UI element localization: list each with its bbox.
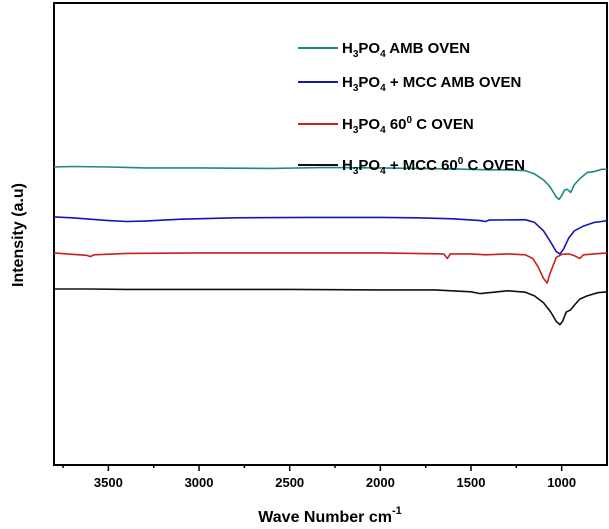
legend-label-3: H3PO4 600 C OVEN (342, 115, 474, 136)
series-line-3 (53, 252, 608, 284)
legend: H3PO4 AMB OVEN H3PO4 + MCC AMB OVEN H3PO4 … (298, 40, 525, 177)
x-tick-label: 2500 (275, 475, 304, 490)
legend-label-1: H3PO4 AMB OVEN (342, 40, 470, 60)
x-axis-title: Wave Number cm-1 (258, 505, 401, 526)
series-line-2 (53, 216, 608, 255)
series-line-1 (53, 165, 607, 201)
x-tick-label: 1500 (457, 475, 486, 490)
plot-frame (53, 2, 608, 466)
legend-label-2: H3PO4 + MCC AMB OVEN (342, 74, 521, 94)
x-axis-title-text: Wave Number cm (258, 509, 392, 526)
x-tick-label: 3500 (94, 475, 123, 490)
y-axis-title: Intensity (a.u) (10, 183, 27, 287)
series-group (53, 165, 608, 326)
x-tick-label: 3000 (185, 475, 214, 490)
legend-label-4: H3PO4 + MCC 600 C OVEN (342, 156, 525, 177)
x-axis-ticks: 3500 3000 2500 2000 1500 1000 (62, 465, 576, 490)
x-tick-label: 2000 (366, 475, 395, 490)
series-line-4 (54, 288, 608, 326)
x-axis-title-superscript: -1 (392, 505, 402, 517)
x-tick-label: 1000 (547, 475, 576, 490)
